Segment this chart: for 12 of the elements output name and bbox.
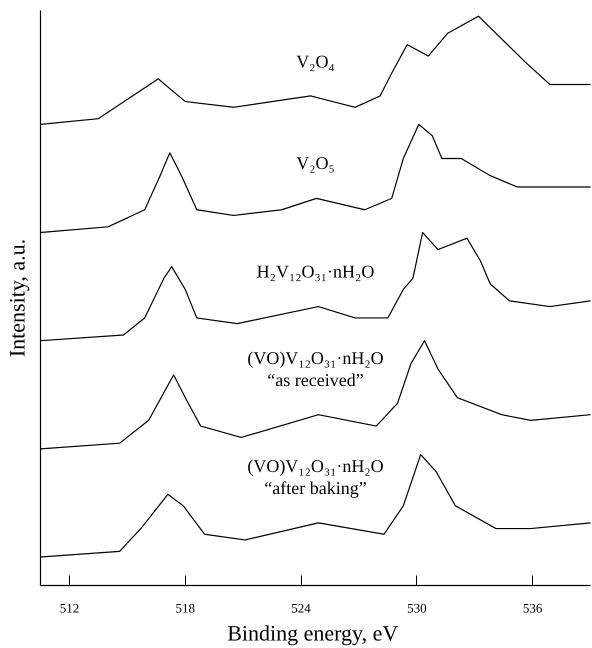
x-axis-title: Binding energy, eV: [227, 620, 398, 646]
series-label: (VO)V₁₂O₃₁·nH₂O “as received”: [247, 348, 384, 390]
series-label: (VO)V₁₂O₃₁·nH₂O “after baking”: [247, 456, 384, 498]
y-axis-title: Intensity, a.u.: [4, 238, 30, 358]
x-tick-label: 530: [407, 600, 427, 616]
series-label: H₂V₁₂O₃₁·nH₂O: [256, 262, 374, 282]
x-tick-label: 524: [291, 600, 312, 616]
x-tick-label: 512: [60, 600, 80, 616]
series-label: V₂O₄: [296, 52, 335, 72]
series-label: V₂O₅: [296, 153, 335, 174]
x-tick-label: 536: [522, 600, 543, 616]
x-tick-label: 518: [175, 600, 195, 616]
